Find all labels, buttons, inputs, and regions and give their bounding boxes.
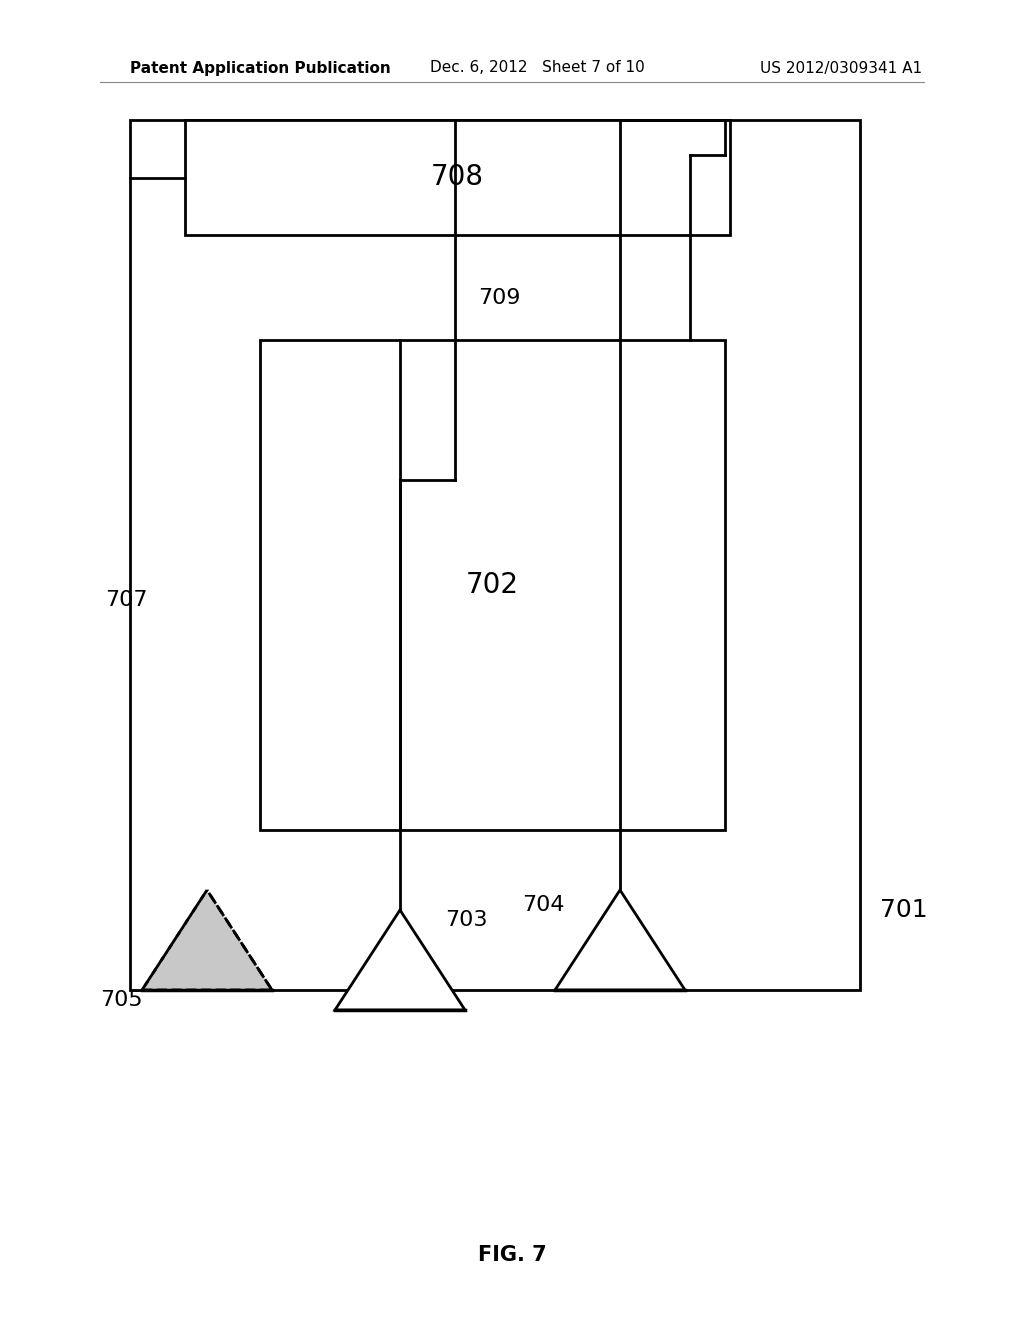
Text: 703: 703 — [445, 909, 487, 931]
Text: 702: 702 — [466, 572, 518, 599]
Text: Patent Application Publication: Patent Application Publication — [130, 61, 391, 75]
Text: FIG. 7: FIG. 7 — [477, 1245, 547, 1265]
Text: US 2012/0309341 A1: US 2012/0309341 A1 — [760, 61, 923, 75]
Polygon shape — [142, 890, 272, 990]
Text: 709: 709 — [478, 288, 520, 308]
Text: Dec. 6, 2012   Sheet 7 of 10: Dec. 6, 2012 Sheet 7 of 10 — [430, 61, 645, 75]
Text: 708: 708 — [430, 162, 483, 191]
Text: 701: 701 — [880, 898, 928, 921]
Text: 705: 705 — [100, 990, 143, 1010]
Polygon shape — [335, 909, 465, 1010]
Text: 704: 704 — [522, 895, 565, 915]
Bar — [260, 341, 725, 830]
Text: 707: 707 — [105, 590, 148, 610]
Bar — [130, 120, 860, 990]
Polygon shape — [555, 890, 685, 990]
Bar — [185, 120, 730, 235]
